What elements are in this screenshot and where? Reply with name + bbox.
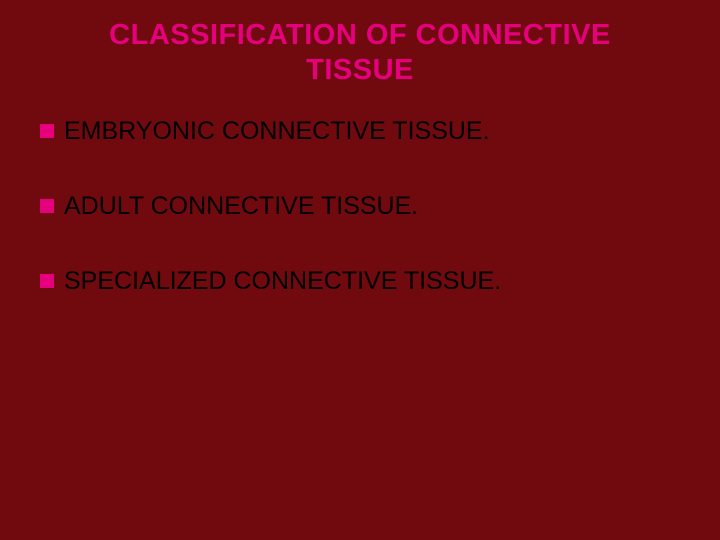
bullet-text: SPECIALIZED CONNECTIVE TISSUE.: [64, 266, 501, 297]
list-item: SPECIALIZED CONNECTIVE TISSUE.: [40, 266, 688, 297]
bullet-square-icon: [40, 199, 54, 213]
list-item: ADULT CONNECTIVE TISSUE.: [40, 191, 688, 222]
slide-title: CLASSIFICATION OF CONNECTIVE TISSUE: [32, 18, 688, 116]
bullet-text: EMBRYONIC CONNECTIVE TISSUE.: [64, 116, 490, 147]
bullet-text: ADULT CONNECTIVE TISSUE.: [64, 191, 418, 222]
slide: CLASSIFICATION OF CONNECTIVE TISSUE EMBR…: [0, 0, 720, 540]
bullet-square-icon: [40, 124, 54, 138]
list-item: EMBRYONIC CONNECTIVE TISSUE.: [40, 116, 688, 147]
bullet-square-icon: [40, 274, 54, 288]
bullet-list: EMBRYONIC CONNECTIVE TISSUE. ADULT CONNE…: [32, 116, 688, 298]
